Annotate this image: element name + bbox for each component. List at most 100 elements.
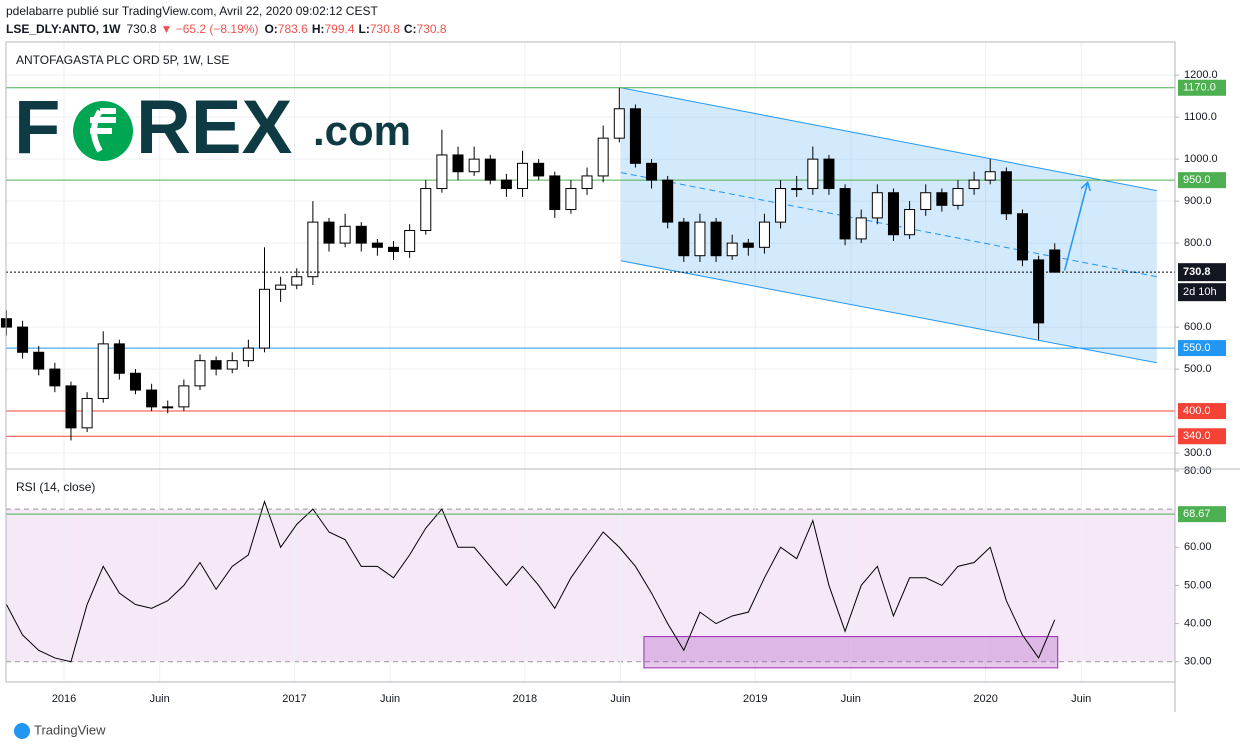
candle-body bbox=[549, 175, 561, 211]
candle-body bbox=[323, 221, 335, 244]
candle-body bbox=[97, 343, 109, 399]
ohlc-value: 730.8 bbox=[417, 22, 447, 36]
candle-body bbox=[904, 209, 916, 236]
rsi-line bbox=[6, 499, 1056, 663]
candle-body bbox=[162, 406, 174, 409]
candle-body bbox=[597, 137, 609, 177]
logo-glyph bbox=[90, 108, 116, 153]
candle-body bbox=[807, 158, 819, 190]
x-tick-label: Juin bbox=[610, 693, 630, 705]
footer: TradingView bbox=[34, 722, 106, 737]
candle-body bbox=[307, 221, 319, 278]
candle-body bbox=[258, 288, 270, 349]
candle-body bbox=[710, 221, 722, 257]
y-tick-label: 300.0 bbox=[1184, 447, 1212, 459]
rsi-level-box bbox=[1178, 506, 1226, 523]
candle-body bbox=[920, 192, 932, 211]
candle-body bbox=[678, 221, 690, 257]
symbol-line: LSE_DLY:ANTO, 1W 730.8 ▼ −65.2 (−8.19%) O:7… bbox=[6, 22, 447, 36]
y-tick-label: 500.0 bbox=[1184, 363, 1212, 375]
logo-suffix: .com bbox=[313, 107, 411, 154]
candle-body bbox=[484, 158, 496, 181]
y-tick-label: 1100.0 bbox=[1184, 111, 1217, 123]
candle-body bbox=[339, 225, 351, 244]
ohlc-value: 783.6 bbox=[278, 22, 308, 36]
level-label-box bbox=[1178, 79, 1226, 96]
candle-body bbox=[613, 108, 625, 139]
candle-body bbox=[855, 217, 867, 240]
ohlc-label: O: bbox=[264, 22, 277, 36]
price-title: ANTOFAGASTA PLC ORD 5P, 1W, LSE bbox=[16, 53, 229, 67]
x-tick-label: 2020 bbox=[973, 693, 997, 705]
candle-body bbox=[517, 162, 529, 190]
candle-body bbox=[1000, 171, 1012, 215]
ohlc-value: 799.4 bbox=[324, 22, 354, 36]
candle-body bbox=[146, 389, 158, 408]
level-label-box bbox=[1178, 172, 1226, 189]
x-tick-label: 2019 bbox=[743, 693, 767, 705]
y-tick-label: 30.00 bbox=[1184, 656, 1212, 668]
logo: F REX .com bbox=[14, 85, 411, 170]
level-label: 950.0 bbox=[1183, 174, 1211, 186]
candle-body bbox=[775, 188, 787, 223]
candle-body bbox=[194, 360, 206, 387]
rsi-title: RSI (14, close) bbox=[16, 480, 95, 494]
countdown: 2d 10h bbox=[1183, 286, 1217, 298]
plot-area: 1200.0 1100.0 1000.0 900.0 800.0 600.0 500.0 30… bbox=[0, 42, 1226, 705]
level-label-box bbox=[1178, 403, 1226, 420]
level-label: 340.0 bbox=[1183, 430, 1211, 442]
ohlc-label: L: bbox=[359, 22, 370, 36]
candle-body bbox=[452, 154, 464, 173]
candle-body bbox=[388, 246, 400, 253]
candle-body bbox=[968, 179, 980, 190]
candle-body bbox=[646, 162, 658, 181]
channel-lower bbox=[620, 260, 1157, 364]
candle-body bbox=[420, 188, 432, 232]
candle-body bbox=[984, 171, 996, 181]
ohlc-label: C: bbox=[404, 22, 417, 36]
candle-body bbox=[1033, 259, 1045, 324]
ohlc-value: 730.8 bbox=[370, 22, 400, 36]
candle-body bbox=[742, 242, 754, 248]
x-tick-label: Juin bbox=[150, 693, 170, 705]
candle-body bbox=[936, 192, 948, 206]
y-tick-label: 80.00 bbox=[1184, 465, 1212, 477]
symbol: LSE_DLY:ANTO, 1W bbox=[6, 22, 121, 36]
channel-upper bbox=[620, 87, 1157, 192]
candle-body bbox=[533, 162, 545, 177]
last: 730.8 bbox=[126, 22, 156, 36]
level-label: 550.0 bbox=[1183, 342, 1211, 354]
candle-body bbox=[758, 221, 770, 248]
level-label-box bbox=[1178, 428, 1226, 445]
candle-body bbox=[49, 368, 61, 387]
x-tick-label: 2018 bbox=[513, 693, 537, 705]
arrow-head bbox=[1080, 180, 1091, 192]
candle-body bbox=[839, 188, 851, 240]
candle-body bbox=[726, 242, 738, 257]
candle-body bbox=[565, 188, 577, 211]
x-tick-label: 2016 bbox=[52, 693, 76, 705]
last-value-box bbox=[1178, 263, 1226, 282]
x-tick-label: Juin bbox=[1071, 693, 1091, 705]
candle-body bbox=[404, 230, 416, 253]
candle-body bbox=[823, 158, 835, 190]
logo-text: F bbox=[14, 85, 60, 170]
rsi-box bbox=[643, 636, 1059, 669]
logo-text: REX bbox=[136, 85, 293, 170]
candle-body bbox=[887, 192, 899, 236]
y-tick-label: 1000.0 bbox=[1184, 153, 1218, 165]
x-tick-label: Juin bbox=[841, 693, 861, 705]
last-value-label: 730.8 bbox=[1183, 266, 1211, 278]
candle-body bbox=[952, 188, 964, 206]
candle-body bbox=[355, 225, 367, 244]
y-tick-label: 40.00 bbox=[1184, 618, 1212, 630]
candle-body bbox=[500, 179, 512, 190]
candle-body bbox=[226, 360, 238, 370]
candle-body bbox=[129, 372, 141, 391]
candle-body bbox=[242, 347, 254, 362]
candle-body bbox=[662, 179, 674, 223]
candle-body bbox=[275, 284, 287, 290]
candle-body bbox=[371, 242, 383, 248]
countdown-box bbox=[1178, 283, 1226, 302]
